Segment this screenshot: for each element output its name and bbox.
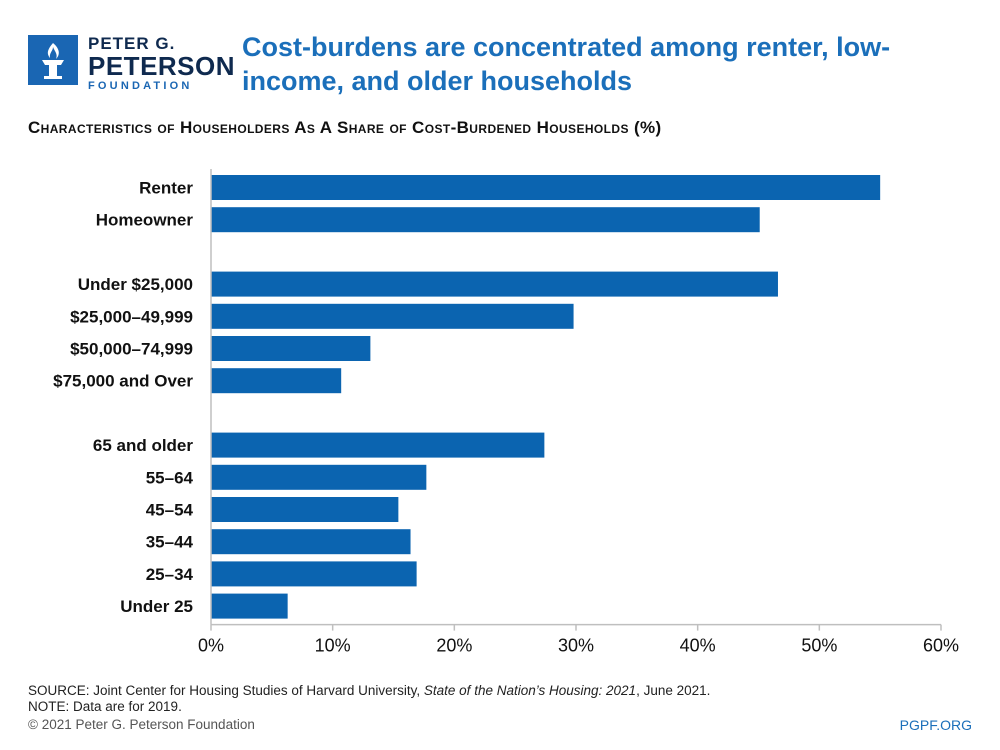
x-tick-label-6: 60% bbox=[923, 636, 959, 656]
x-tick-label-5: 50% bbox=[801, 636, 837, 656]
bar-7 bbox=[211, 464, 427, 490]
copyright: © 2021 Peter G. Peterson Foundation bbox=[28, 717, 255, 732]
bar-11 bbox=[211, 593, 288, 619]
source-suffix: , June 2021. bbox=[636, 683, 711, 698]
bar-10 bbox=[211, 561, 417, 587]
bar-0 bbox=[211, 175, 881, 200]
bar-9 bbox=[211, 529, 411, 555]
torch-icon bbox=[28, 35, 78, 85]
source-title: State of the Nation’s Housing: 2021 bbox=[423, 683, 637, 698]
bar-8 bbox=[211, 497, 399, 522]
logo-line-2: PETERSON bbox=[88, 51, 236, 81]
category-label-2: Under $25,000 bbox=[78, 275, 193, 294]
site-link[interactable]: PGPF.ORG bbox=[899, 717, 972, 733]
x-tick-label-4: 40% bbox=[680, 636, 716, 656]
bar-6 bbox=[211, 432, 545, 458]
category-label-0: Renter bbox=[139, 179, 193, 198]
category-label-1: Homeowner bbox=[96, 211, 194, 230]
bar-3 bbox=[211, 303, 574, 329]
category-label-3: $25,000–49,999 bbox=[70, 307, 193, 326]
chart-title: Cost-burdens are concentrated among rent… bbox=[242, 32, 891, 96]
category-label-10: 25–34 bbox=[146, 565, 194, 584]
x-tick-label-2: 20% bbox=[436, 636, 472, 656]
bar-5 bbox=[211, 368, 342, 394]
category-label-11: Under 25 bbox=[120, 597, 193, 616]
bar-1 bbox=[211, 207, 760, 233]
category-label-5: $75,000 and Over bbox=[53, 372, 193, 391]
data-note: NOTE: Data are for 2019. bbox=[28, 699, 182, 714]
pgpf-logo: PETER G. PETERSON FOUNDATION bbox=[28, 35, 235, 95]
bar-2 bbox=[211, 271, 778, 297]
source-prefix: SOURCE: Joint Center for Housing Studies… bbox=[28, 683, 424, 698]
logo-line-3: FOUNDATION bbox=[88, 80, 193, 92]
logo-wordmark: PETER G. PETERSON FOUNDATION bbox=[88, 35, 235, 92]
x-tick-label-3: 30% bbox=[558, 636, 594, 656]
chart-subtitle: Characteristics of Householders As A Sha… bbox=[28, 118, 662, 137]
category-label-9: 35–44 bbox=[146, 533, 194, 552]
x-tick-label-1: 10% bbox=[315, 636, 351, 656]
bar-chart: Renter Homeowner Under $25,000 $25,000–49,9… bbox=[53, 169, 959, 656]
logo-line-1: PETER G. bbox=[88, 34, 176, 53]
category-label-4: $50,000–74,999 bbox=[70, 340, 193, 359]
x-tick-label-0: 0% bbox=[198, 636, 224, 656]
bar-4 bbox=[211, 336, 371, 361]
category-label-8: 45–54 bbox=[146, 501, 194, 520]
category-label-6: 65 and older bbox=[93, 436, 194, 455]
source-note: SOURCE: Joint Center for Housing Studies… bbox=[28, 683, 710, 698]
category-label-7: 55–64 bbox=[146, 468, 194, 487]
